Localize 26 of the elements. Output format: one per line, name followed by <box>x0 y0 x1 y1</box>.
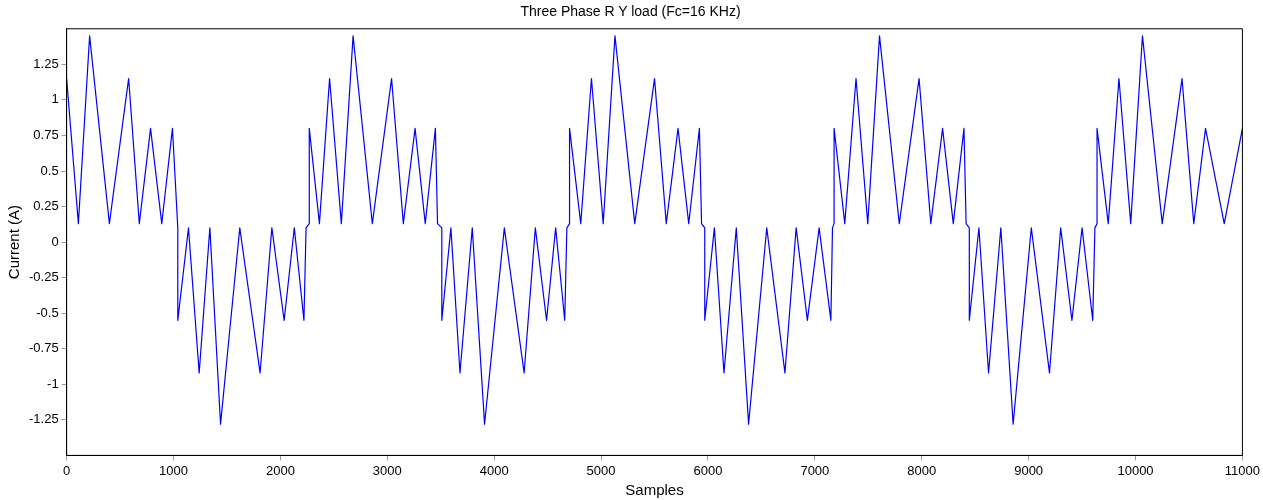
y-tick-label: 0.5 <box>40 162 59 178</box>
x-tick-label: 6000 <box>693 462 723 478</box>
y-tick-label: 0.75 <box>33 127 59 143</box>
x-tick-label: 1000 <box>159 462 188 478</box>
x-tick-label: 8000 <box>907 462 937 478</box>
x-tick-label: 2000 <box>265 462 295 478</box>
x-tick-label: 5000 <box>586 462 616 478</box>
y-tick-label: -0.5 <box>36 304 59 320</box>
y-tick-label: -0.25 <box>28 269 59 285</box>
x-tick-label: 4000 <box>479 462 509 478</box>
y-tick-label: 0.25 <box>33 198 59 214</box>
x-axis-title: Samples <box>625 481 684 499</box>
x-tick-label: 0 <box>63 462 71 478</box>
x-tick-label: 7000 <box>800 462 830 478</box>
y-axis-title: Current (A) <box>5 205 23 280</box>
y-tick-label: 1.25 <box>33 55 59 71</box>
x-tick-label: 10000 <box>1117 462 1154 478</box>
x-tick-label: 11000 <box>1224 462 1260 478</box>
y-tick-label: 1 <box>51 91 59 107</box>
y-tick-label: 0 <box>51 233 59 249</box>
y-tick-label: -0.75 <box>28 340 59 356</box>
chart-title: Three Phase R Y load (Fc=16 KHz) <box>520 3 741 20</box>
x-tick-label: 9000 <box>1014 462 1044 478</box>
x-tick-label: 3000 <box>372 462 402 478</box>
y-tick-label: -1 <box>47 375 59 391</box>
y-tick-label: -1.25 <box>28 411 59 427</box>
